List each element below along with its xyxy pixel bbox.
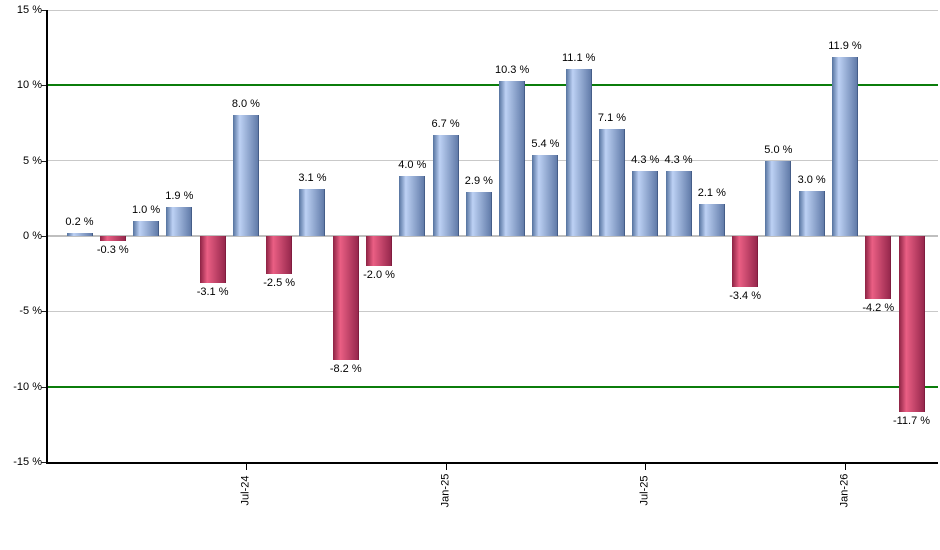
bar-value-label: 4.0 %: [398, 158, 427, 171]
return-bar: [698, 204, 725, 236]
return-bar: [831, 56, 858, 236]
y-axis-tick-mark: [41, 386, 46, 388]
bar-value-label: 11.1 %: [561, 51, 596, 64]
bar-value-label: -2.0 %: [363, 269, 395, 282]
x-axis-tick-label: Jul-24: [239, 475, 252, 506]
return-bar: [332, 236, 359, 360]
bar-value-label: 3.0 %: [797, 173, 826, 186]
x-axis-tick-label: Jan-25: [439, 473, 452, 508]
zero-line: [48, 235, 938, 237]
plot-area: 0.2 % -0.3 % 1.0 % 1.9 % -3.1 % 8.0 % -2.5 % 3.…: [48, 9, 938, 462]
bar-value-label: -2.5 %: [263, 276, 296, 289]
return-bar: [99, 236, 126, 241]
bar-value-label: -3.4 %: [729, 290, 761, 303]
y-axis-tick-label: 15 %: [16, 4, 42, 16]
gridline-15pct: [48, 9, 938, 11]
x-axis-tick-mark: [645, 464, 647, 470]
x-axis-tick-mark: [844, 464, 846, 470]
y-axis-line: [46, 10, 48, 464]
return-bar: [632, 171, 659, 236]
return-bar: [665, 171, 692, 236]
return-bar: [898, 236, 925, 413]
y-axis-tick-label: -15 %: [13, 456, 42, 468]
y-axis-tick-label: 5 %: [23, 154, 42, 167]
return-bar: [133, 220, 160, 236]
bar-value-label: -11.7 %: [892, 415, 931, 428]
x-axis-tick-mark: [245, 464, 247, 470]
bar-value-label: 3.1 %: [298, 172, 327, 185]
y-axis-tick-label: 10 %: [16, 79, 42, 92]
bar-value-label: 4.3 %: [631, 154, 660, 167]
bar-value-label: -0.3 %: [96, 243, 129, 256]
return-bar: [732, 236, 759, 288]
bar-value-label: 10.3 %: [495, 63, 530, 76]
return-bar: [232, 115, 259, 236]
gridline--5pct: [48, 310, 938, 312]
return-bar: [598, 129, 625, 236]
return-bar: [465, 192, 492, 236]
x-axis-tick-label: Jan-26: [838, 473, 851, 508]
y-axis-tick-mark: [41, 311, 46, 313]
bar-value-label: -3.1 %: [196, 285, 229, 298]
y-axis-tick-mark: [41, 10, 46, 11]
y-axis-tick-label: -5 %: [19, 305, 42, 318]
return-bar: [565, 68, 592, 236]
return-bar: [432, 135, 459, 236]
threshold-line--10pct: [48, 385, 938, 388]
return-bar: [765, 160, 792, 236]
return-bar: [399, 175, 426, 236]
return-bar: [532, 154, 559, 236]
y-axis-tick-mark: [41, 160, 46, 162]
bar-value-label: 6.7 %: [431, 118, 460, 131]
y-axis-tick-label: -10 %: [13, 380, 42, 393]
threshold-line-10pct: [48, 84, 938, 87]
bar-value-label: -4.2 %: [862, 302, 895, 315]
return-bar: [865, 236, 892, 300]
return-bar: [299, 189, 326, 236]
bar-value-label: 4.3 %: [664, 154, 693, 167]
bar-value-label: 0.2 %: [65, 215, 94, 228]
bar-value-label: 7.1 %: [597, 112, 627, 125]
return-bar: [798, 190, 825, 236]
x-axis-tick-mark: [445, 464, 447, 470]
bar-value-label: 2.9 %: [464, 175, 493, 188]
bar-value-label: 1.9 %: [165, 190, 194, 203]
return-bar: [366, 236, 393, 267]
bar-value-label: 2.1 %: [697, 187, 726, 200]
return-bar: [166, 207, 193, 236]
bar-value-label: -8.2 %: [329, 362, 362, 375]
bar-value-label: 8.0 %: [231, 98, 260, 111]
y-axis-tick-mark: [41, 85, 46, 87]
x-axis-line: [46, 462, 938, 464]
gridline-5pct: [48, 160, 938, 162]
bar-value-label: 5.4 %: [531, 137, 560, 150]
y-axis-tick-mark: [41, 462, 46, 463]
return-bar: [499, 80, 526, 236]
return-bar: [199, 236, 226, 283]
return-bar: [66, 232, 93, 236]
y-axis-tick-label: 0 %: [23, 230, 42, 242]
return-bar: [266, 236, 293, 274]
bar-value-label: 5.0 %: [764, 143, 793, 156]
bar-value-label: 11.9 %: [828, 39, 862, 52]
x-axis-tick-label: Jul-25: [638, 475, 651, 506]
y-axis-tick-mark: [41, 236, 46, 237]
bar-value-label: 1.0 %: [131, 203, 161, 216]
